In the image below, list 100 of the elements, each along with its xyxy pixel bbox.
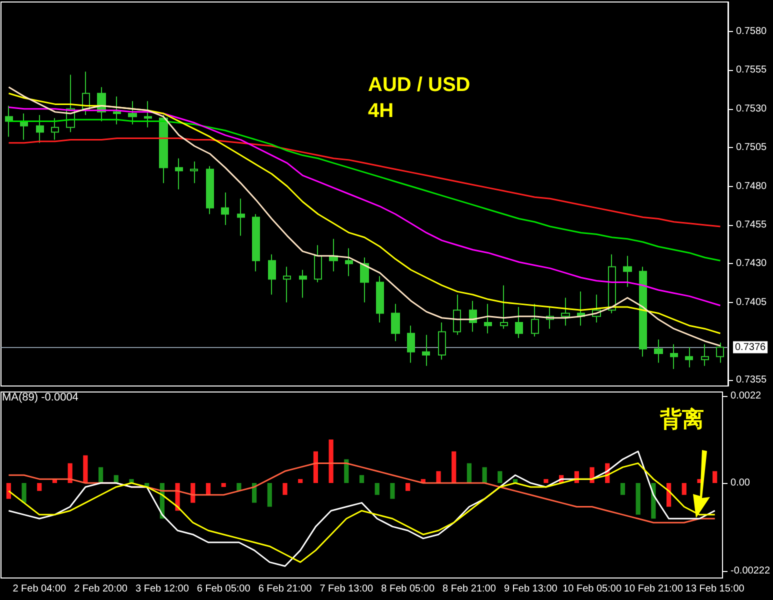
candlestick bbox=[654, 339, 663, 364]
candlestick bbox=[36, 114, 44, 144]
bar bbox=[498, 471, 502, 484]
ref-line-label: 0.7376 bbox=[735, 342, 766, 353]
line-series bbox=[8, 462, 716, 524]
candlestick bbox=[159, 114, 168, 184]
y-tick-label: 0.7505 bbox=[736, 142, 768, 154]
bar bbox=[712, 471, 718, 484]
bar bbox=[6, 483, 11, 499]
bar bbox=[190, 483, 196, 503]
y-tick-label: 0.0022 bbox=[730, 390, 762, 402]
candlestick bbox=[500, 284, 508, 330]
candlestick bbox=[438, 322, 446, 360]
candlestick bbox=[531, 303, 539, 337]
x-tick-label: 8 Feb 21:00 bbox=[442, 584, 496, 594]
candlestick bbox=[453, 294, 461, 336]
x-tick-label: 3 Feb 12:00 bbox=[136, 584, 190, 594]
candlestick bbox=[484, 303, 492, 334]
candlestick bbox=[376, 276, 384, 324]
candlestick bbox=[407, 325, 415, 364]
candlestick bbox=[422, 334, 430, 366]
candlestick bbox=[144, 100, 152, 128]
y-tick-label: 0.7430 bbox=[736, 258, 768, 270]
bar bbox=[68, 463, 72, 484]
bar bbox=[129, 479, 134, 484]
y-tick-label: 0.7355 bbox=[736, 374, 768, 386]
bar bbox=[666, 483, 672, 507]
candlestick bbox=[623, 255, 632, 288]
bar bbox=[359, 475, 364, 484]
candlestick bbox=[561, 297, 570, 326]
text: 4H bbox=[368, 100, 394, 122]
bar bbox=[452, 451, 456, 484]
candlestick bbox=[716, 342, 724, 364]
x-tick-label: 6 Feb 05:00 bbox=[196, 584, 251, 594]
y-tick-label: 0.7455 bbox=[736, 219, 768, 230]
bar bbox=[544, 479, 548, 484]
bar bbox=[466, 463, 472, 484]
bar bbox=[83, 455, 88, 484]
candlestick bbox=[190, 160, 198, 184]
candlestick bbox=[345, 248, 353, 277]
x-tick-label: 6 Feb 21:00 bbox=[258, 584, 312, 594]
bar bbox=[298, 479, 303, 484]
candlestick bbox=[670, 344, 678, 370]
candlestick bbox=[360, 256, 369, 303]
y-tick-label: 0.7405 bbox=[736, 296, 768, 308]
y-tick-label: -0.00222 bbox=[730, 565, 770, 576]
bar bbox=[252, 483, 257, 503]
bar bbox=[221, 483, 226, 487]
line-series bbox=[8, 118, 722, 262]
line-series bbox=[8, 138, 722, 228]
candlestick bbox=[51, 118, 59, 140]
x-tick-label: 8 Feb 05:00 bbox=[381, 584, 435, 594]
text: AUD / USD bbox=[368, 74, 470, 96]
candlestick bbox=[113, 96, 121, 125]
bar bbox=[22, 483, 26, 503]
candlestick bbox=[701, 344, 709, 366]
bar bbox=[620, 483, 626, 495]
x-tick-label: 10 Feb 21:00 bbox=[624, 584, 684, 594]
candlestick bbox=[283, 266, 291, 303]
candlestick bbox=[314, 244, 322, 283]
x-tick-label: 13 Feb 15:00 bbox=[685, 584, 745, 594]
bar bbox=[282, 483, 288, 495]
bar bbox=[37, 483, 42, 491]
bar bbox=[267, 483, 272, 507]
x-tick-label: 2 Feb 20:00 bbox=[74, 584, 128, 594]
candlestick bbox=[329, 238, 338, 272]
candlestick bbox=[252, 214, 260, 272]
bar bbox=[344, 459, 349, 484]
candlestick bbox=[175, 158, 183, 190]
bar bbox=[114, 475, 118, 484]
candlestick bbox=[685, 346, 693, 368]
bar bbox=[313, 451, 318, 484]
x-tick-label: 2 Feb 04:00 bbox=[12, 584, 67, 594]
candlestick bbox=[128, 100, 137, 125]
candlestick bbox=[237, 198, 245, 236]
bar bbox=[682, 483, 686, 495]
candlestick bbox=[268, 254, 276, 296]
annotation: MA(89) -0.0004 bbox=[2, 392, 78, 404]
bar bbox=[98, 467, 104, 484]
bar bbox=[328, 439, 334, 484]
y-tick-label: 0.7530 bbox=[736, 103, 768, 114]
x-tick-label: 9 Feb 13:00 bbox=[504, 584, 558, 594]
candlestick bbox=[5, 105, 13, 138]
bar bbox=[390, 483, 395, 499]
bar bbox=[436, 471, 441, 484]
candlestick bbox=[515, 306, 523, 338]
bar bbox=[406, 483, 410, 491]
candlestick bbox=[206, 166, 214, 215]
y-tick-label: 0.7555 bbox=[736, 64, 768, 76]
candlestick bbox=[639, 266, 647, 358]
y-tick-label: 0.7580 bbox=[736, 26, 768, 37]
x-tick-label: 10 Feb 05:00 bbox=[562, 584, 622, 594]
candlestick bbox=[469, 300, 477, 332]
bar bbox=[482, 467, 487, 484]
x-tick-label: 7 Feb 13:00 bbox=[320, 584, 374, 594]
bar bbox=[636, 483, 640, 515]
candlestick bbox=[221, 192, 229, 226]
y-tick-label: 0.00 bbox=[730, 478, 750, 489]
bar bbox=[206, 483, 211, 495]
annotation: 背离 bbox=[659, 406, 704, 432]
